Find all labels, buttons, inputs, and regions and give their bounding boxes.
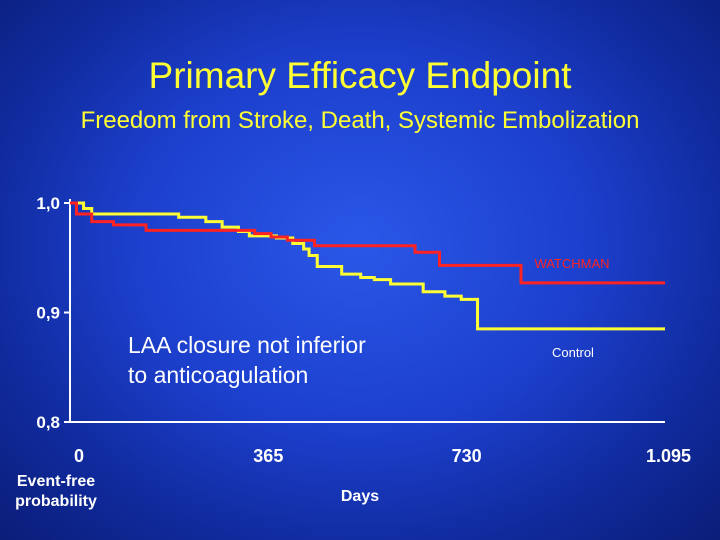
x-tick-label: 1.095 xyxy=(646,446,691,466)
chart-series-labels: WATCHMAN Control xyxy=(534,256,609,360)
series-label-control: Control xyxy=(552,345,594,360)
chart-axes: 0,8 0,9 1,0 0 365 730 1.095 xyxy=(36,194,691,466)
x-axis-label: Days xyxy=(340,488,380,505)
chart-annotation: LAA closure not inferior to anticoagulat… xyxy=(128,330,458,390)
y-tick-label: 0,9 xyxy=(36,304,60,323)
series-line-watchman xyxy=(70,201,665,285)
x-tick-label: 0 xyxy=(74,446,84,466)
series-line-control xyxy=(70,201,665,331)
y-axis-label: Event-free probability xyxy=(15,473,97,510)
slide-title: Primary Efficacy Endpoint xyxy=(148,55,572,96)
chart-series xyxy=(70,201,665,331)
slide-subtitle: Freedom from Stroke, Death, Systemic Emb… xyxy=(80,107,640,134)
x-tick-label: 730 xyxy=(452,446,482,466)
annotation-line-1: LAA closure not inferior xyxy=(128,332,366,358)
y-tick-label: 0,8 xyxy=(36,413,60,432)
series-label-watchman: WATCHMAN xyxy=(534,256,609,271)
annotation-line-2: to anticoagulation xyxy=(128,362,309,388)
x-tick-label: 365 xyxy=(253,446,283,466)
y-tick-label: 1,0 xyxy=(36,194,60,213)
